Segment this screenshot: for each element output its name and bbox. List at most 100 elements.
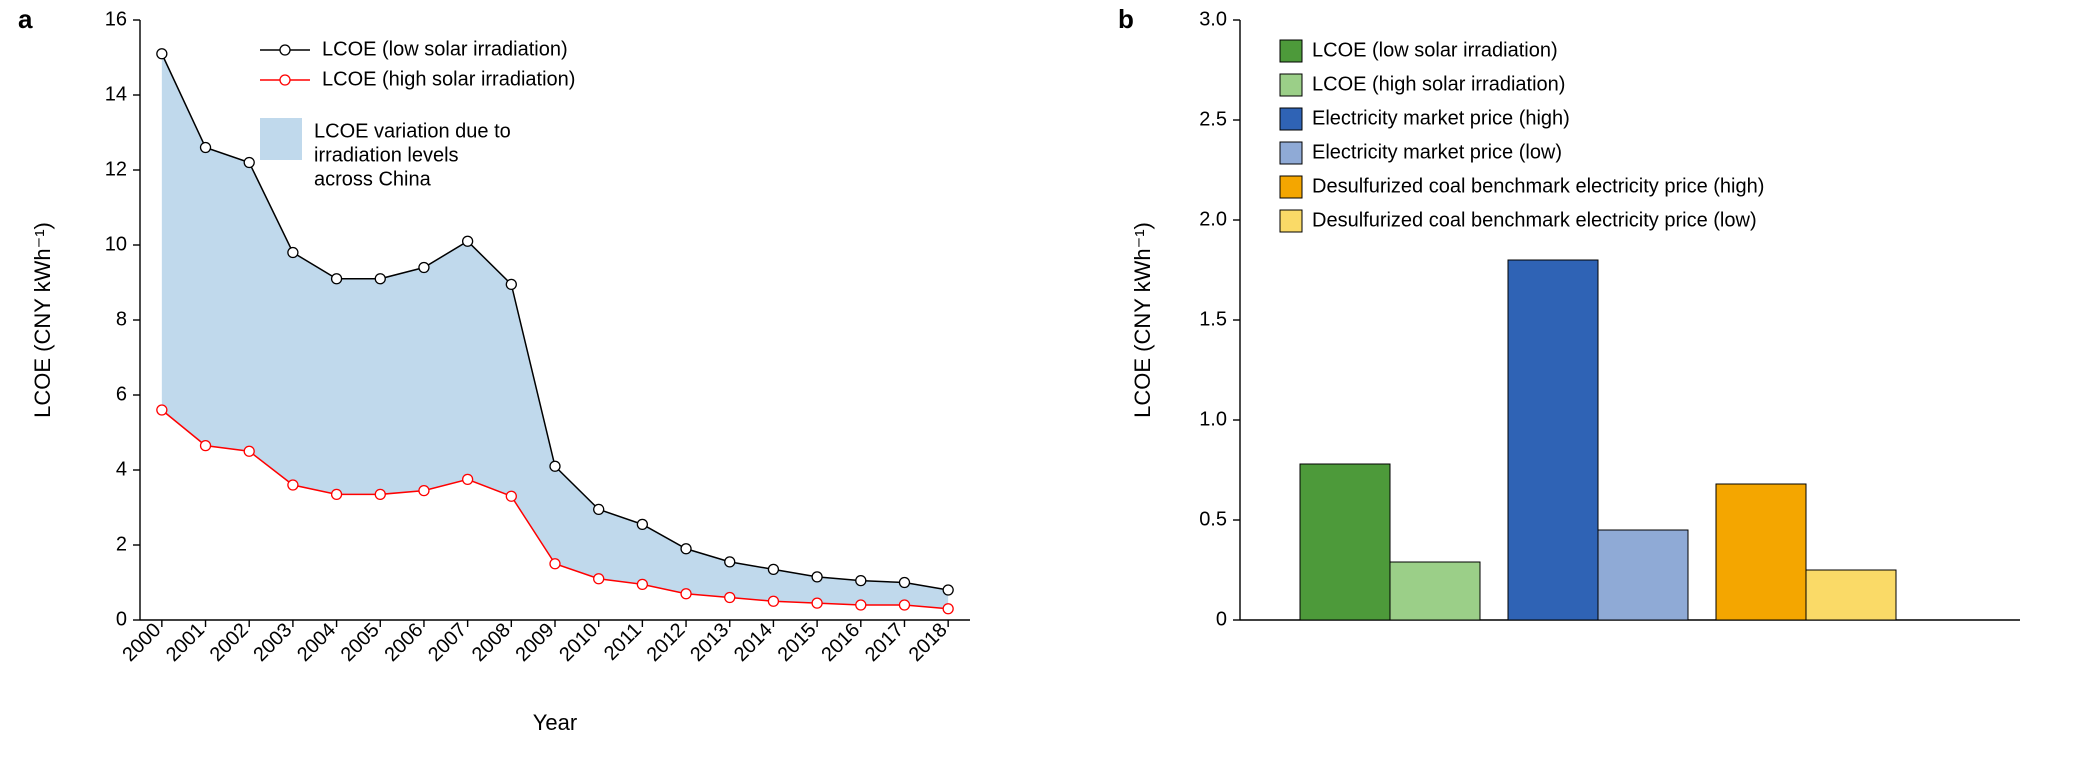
series-marker (725, 593, 735, 603)
y-tick-label: 1.5 (1199, 308, 1227, 330)
series-marker (288, 480, 298, 490)
figure: a024681012141620002001200220032004200520… (0, 0, 2081, 761)
y-tick-label: 12 (105, 158, 127, 180)
series-marker (725, 557, 735, 567)
x-tick-label: 2009 (512, 619, 559, 666)
series-marker (768, 564, 778, 574)
series-marker (201, 441, 211, 451)
bar (1598, 530, 1688, 620)
series-marker (899, 600, 909, 610)
legend-label: Electricity market price (high) (1312, 107, 1570, 129)
y-tick-label: 6 (116, 383, 127, 405)
series-marker (463, 474, 473, 484)
x-tick-label: 2010 (555, 619, 602, 666)
series-marker (856, 600, 866, 610)
series-marker (768, 596, 778, 606)
panel-label-a: a (18, 4, 33, 34)
series-marker (506, 279, 516, 289)
series-marker (419, 263, 429, 273)
series-marker (157, 49, 167, 59)
legend-area-label: across China (314, 169, 432, 191)
panel-a: a024681012141620002001200220032004200520… (0, 0, 1100, 761)
panel-b: b00.51.01.52.02.53.0LCOE (CNY kWh⁻¹)LCOE… (1100, 0, 2081, 761)
bar (1806, 570, 1896, 620)
y-tick-label: 10 (105, 233, 127, 255)
x-tick-label: 2006 (380, 619, 427, 666)
legend-label: LCOE (low solar irradiation) (1312, 39, 1558, 61)
panel-label-b: b (1118, 4, 1134, 34)
series-marker (463, 236, 473, 246)
series-marker (288, 248, 298, 258)
series-marker (943, 604, 953, 614)
series-marker (506, 491, 516, 501)
series-marker (375, 274, 385, 284)
series-marker (637, 519, 647, 529)
y-tick-label: 3.0 (1199, 8, 1227, 30)
x-tick-label: 2002 (206, 619, 253, 666)
legend-swatch (1280, 176, 1302, 198)
series-marker (856, 576, 866, 586)
x-tick-label: 2001 (162, 619, 209, 666)
x-tick-label: 2003 (249, 619, 296, 666)
x-tick-label: 2007 (424, 619, 471, 666)
x-tick-label: 2008 (468, 619, 515, 666)
y-tick-label: 16 (105, 8, 127, 30)
series-marker (943, 585, 953, 595)
series-marker (157, 405, 167, 415)
x-tick-label: 2015 (774, 619, 821, 666)
series-marker (899, 578, 909, 588)
bar (1716, 484, 1806, 620)
series-marker (375, 489, 385, 499)
series-marker (244, 158, 254, 168)
series-marker (594, 574, 604, 584)
y-tick-label: 14 (105, 83, 127, 105)
series-marker (812, 598, 822, 608)
series-marker (550, 559, 560, 569)
legend-area-swatch (260, 118, 302, 160)
legend-label: LCOE (high solar irradiation) (1312, 73, 1565, 95)
x-tick-label: 2016 (817, 619, 864, 666)
series-marker (332, 489, 342, 499)
y-tick-label: 0.5 (1199, 508, 1227, 530)
x-tick-label: 2004 (293, 619, 340, 666)
y-tick-label: 2.5 (1199, 108, 1227, 130)
legend-label: Desulfurized coal benchmark electricity … (1312, 209, 1757, 231)
legend-label: Electricity market price (low) (1312, 141, 1562, 163)
series-marker (637, 579, 647, 589)
series-marker (201, 143, 211, 153)
x-tick-label: 2011 (600, 619, 646, 665)
x-tick-label: 2012 (643, 619, 690, 666)
y-tick-label: 1.0 (1199, 408, 1227, 430)
x-tick-label: 2005 (337, 619, 384, 666)
legend-swatch (1280, 74, 1302, 96)
legend-label: LCOE (high solar irradiation) (322, 68, 575, 90)
y-tick-label: 4 (116, 458, 127, 480)
series-marker (332, 274, 342, 284)
series-marker (594, 504, 604, 514)
series-marker (681, 589, 691, 599)
legend-swatch (1280, 142, 1302, 164)
y-tick-label: 2.0 (1199, 208, 1227, 230)
y-tick-label: 0 (116, 608, 127, 630)
y-axis-label: LCOE (CNY kWh⁻¹) (30, 222, 55, 418)
legend-swatch (1280, 108, 1302, 130)
bar (1300, 464, 1390, 620)
legend-marker (280, 45, 290, 55)
legend-marker (280, 75, 290, 85)
legend-label: LCOE (low solar irradiation) (322, 38, 568, 60)
bar (1390, 562, 1480, 620)
bar (1508, 260, 1598, 620)
x-tick-label: 2013 (686, 619, 733, 666)
legend-swatch (1280, 210, 1302, 232)
y-tick-label: 8 (116, 308, 127, 330)
y-axis-label: LCOE (CNY kWh⁻¹) (1130, 222, 1155, 418)
x-tick-label: 2018 (905, 619, 952, 666)
legend-label: Desulfurized coal benchmark electricity … (1312, 175, 1764, 197)
legend-area-label: LCOE variation due to (314, 121, 511, 143)
legend-area-label: irradiation levels (314, 145, 459, 167)
series-marker (244, 446, 254, 456)
series-marker (681, 544, 691, 554)
x-axis-label: Year (533, 710, 577, 735)
x-tick-label: 2014 (730, 619, 777, 666)
series-marker (550, 461, 560, 471)
